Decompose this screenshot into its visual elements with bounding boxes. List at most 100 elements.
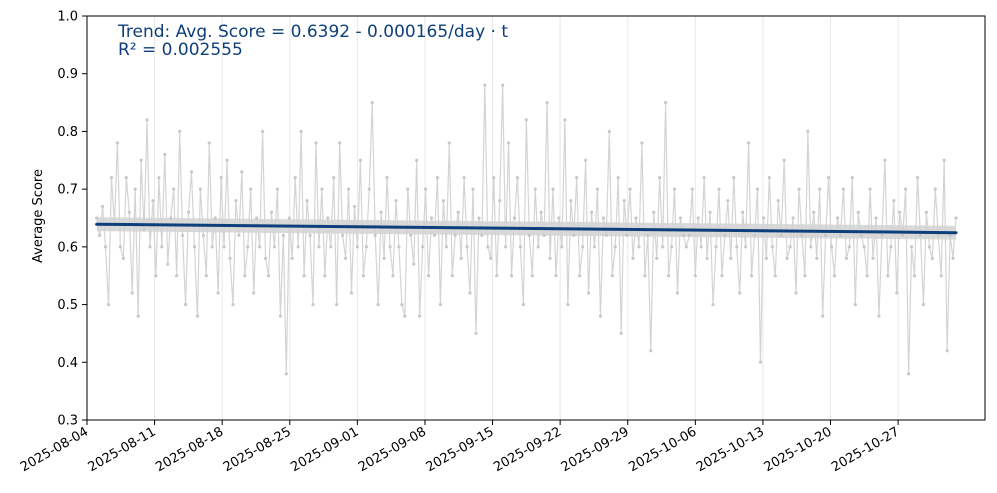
raw-score-point (243, 274, 247, 278)
raw-score-point (435, 176, 440, 180)
raw-score-point (308, 233, 312, 237)
raw-score-point (456, 210, 460, 214)
raw-score-point (619, 331, 623, 336)
raw-score-point (195, 314, 200, 318)
raw-score-point (471, 187, 475, 191)
x-tick-label: 2025-09-08 (356, 424, 429, 475)
raw-score-point (151, 199, 155, 203)
raw-score-point (343, 256, 348, 260)
raw-score-point (210, 245, 214, 249)
raw-score-point (483, 83, 487, 87)
raw-score-point (880, 233, 884, 237)
raw-score-point (592, 245, 597, 249)
raw-score-point (892, 199, 896, 203)
raw-score-point (889, 245, 893, 249)
raw-score-point (607, 129, 611, 134)
raw-score-point (127, 210, 131, 214)
raw-score-point (172, 187, 176, 191)
raw-score-point (812, 210, 816, 214)
raw-score-point (681, 233, 686, 237)
raw-score-point (409, 233, 413, 237)
raw-score-point (628, 187, 632, 191)
raw-score-point (501, 83, 505, 87)
raw-score-point (258, 245, 262, 249)
raw-score-point (379, 210, 383, 214)
raw-score-point (518, 245, 523, 249)
raw-score-point (183, 302, 188, 307)
raw-score-point (684, 245, 688, 249)
raw-score-point (462, 176, 466, 180)
raw-score-point (853, 302, 857, 307)
raw-score-point (844, 256, 848, 260)
raw-score-point (675, 291, 680, 295)
y-tick-label: 0.6 (57, 240, 78, 255)
trend-line-layer (95, 222, 958, 235)
raw-score-point (358, 158, 362, 162)
raw-score-point (341, 233, 345, 237)
raw-score-point (124, 176, 128, 180)
raw-score-point (130, 291, 134, 295)
raw-score-point (871, 256, 875, 260)
raw-score-point (278, 314, 282, 318)
raw-score-point (142, 227, 146, 232)
raw-score-point (515, 176, 520, 180)
raw-score-point (115, 141, 119, 145)
raw-score-point (109, 176, 114, 180)
raw-score-point (720, 274, 724, 278)
raw-score-point (640, 141, 644, 145)
raw-score-point (912, 274, 917, 278)
raw-score-point (652, 210, 656, 214)
raw-score-point (918, 233, 923, 237)
raw-score-point (512, 216, 517, 220)
raw-score-point (468, 291, 472, 295)
raw-score-point (118, 245, 122, 249)
y-tick-label: 0.4 (57, 356, 78, 371)
raw-score-point (521, 302, 525, 307)
raw-score-point (610, 274, 614, 278)
raw-score-point (696, 216, 700, 220)
raw-score-point (121, 256, 125, 260)
raw-score-point (237, 233, 241, 237)
raw-score-point (252, 291, 256, 295)
raw-score-point (770, 245, 774, 249)
raw-score-point (498, 199, 502, 203)
raw-score-point (832, 274, 837, 278)
y-axis-label: Average Score (31, 169, 46, 263)
raw-score-point (432, 233, 437, 237)
raw-score-point (601, 216, 605, 220)
raw-score-point (240, 170, 244, 174)
raw-score-point (643, 274, 647, 278)
raw-score-point (806, 129, 810, 134)
raw-score-point (616, 176, 620, 180)
raw-score-point (495, 274, 499, 278)
raw-score-point (557, 216, 561, 220)
raw-score-point (646, 233, 650, 237)
x-tick-label: 2025-10-13 (694, 424, 767, 475)
raw-score-point (429, 216, 434, 220)
raw-score-point (729, 256, 733, 260)
raw-score-point (421, 245, 425, 249)
raw-score-point (847, 245, 851, 249)
raw-score-point (450, 274, 454, 278)
raw-score-point (942, 158, 946, 162)
raw-score-point (649, 349, 653, 353)
raw-score-point (690, 187, 694, 191)
x-tick-label: 2025-09-01 (288, 424, 361, 475)
x-tick-label: 2025-08-04 (18, 424, 91, 475)
raw-score-point (930, 256, 934, 260)
raw-score-point (589, 210, 594, 214)
x-tick-label: 2025-09-22 (491, 424, 564, 475)
raw-score-point (204, 274, 208, 278)
raw-score-point (702, 176, 706, 180)
raw-score-point (764, 256, 768, 260)
raw-score-point (154, 274, 158, 278)
raw-score-point (198, 187, 202, 191)
raw-score-point (400, 302, 404, 307)
raw-score-point (554, 274, 558, 278)
raw-score-point (486, 245, 490, 249)
raw-score-point (945, 349, 949, 353)
raw-score-point (444, 245, 448, 249)
raw-score-point (317, 245, 321, 249)
raw-score-point (290, 256, 294, 260)
raw-score-point (859, 233, 863, 237)
